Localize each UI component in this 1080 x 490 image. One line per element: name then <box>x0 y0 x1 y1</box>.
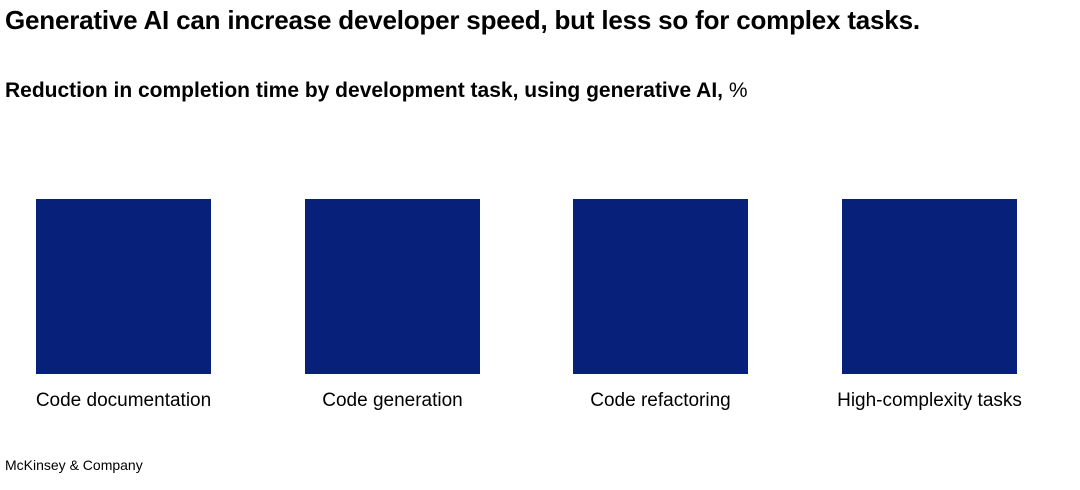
chart-subtitle: Reduction in completion time by developm… <box>5 79 748 103</box>
category-label: Code documentation <box>35 390 212 411</box>
category-square <box>36 199 211 374</box>
category-square <box>573 199 748 374</box>
subtitle-text: Reduction in completion time by developm… <box>5 79 724 102</box>
chart-title: Generative AI can increase developer spe… <box>5 5 920 35</box>
category-label: High-complexity tasks <box>837 390 1022 411</box>
category-square <box>305 199 480 374</box>
category-square <box>842 199 1017 374</box>
footer-logo-text: McKinsey & Company <box>5 457 143 473</box>
subtitle-unit: % <box>728 79 748 102</box>
category-label: Code refactoring <box>590 390 731 411</box>
category-label: Code generation <box>322 390 463 411</box>
